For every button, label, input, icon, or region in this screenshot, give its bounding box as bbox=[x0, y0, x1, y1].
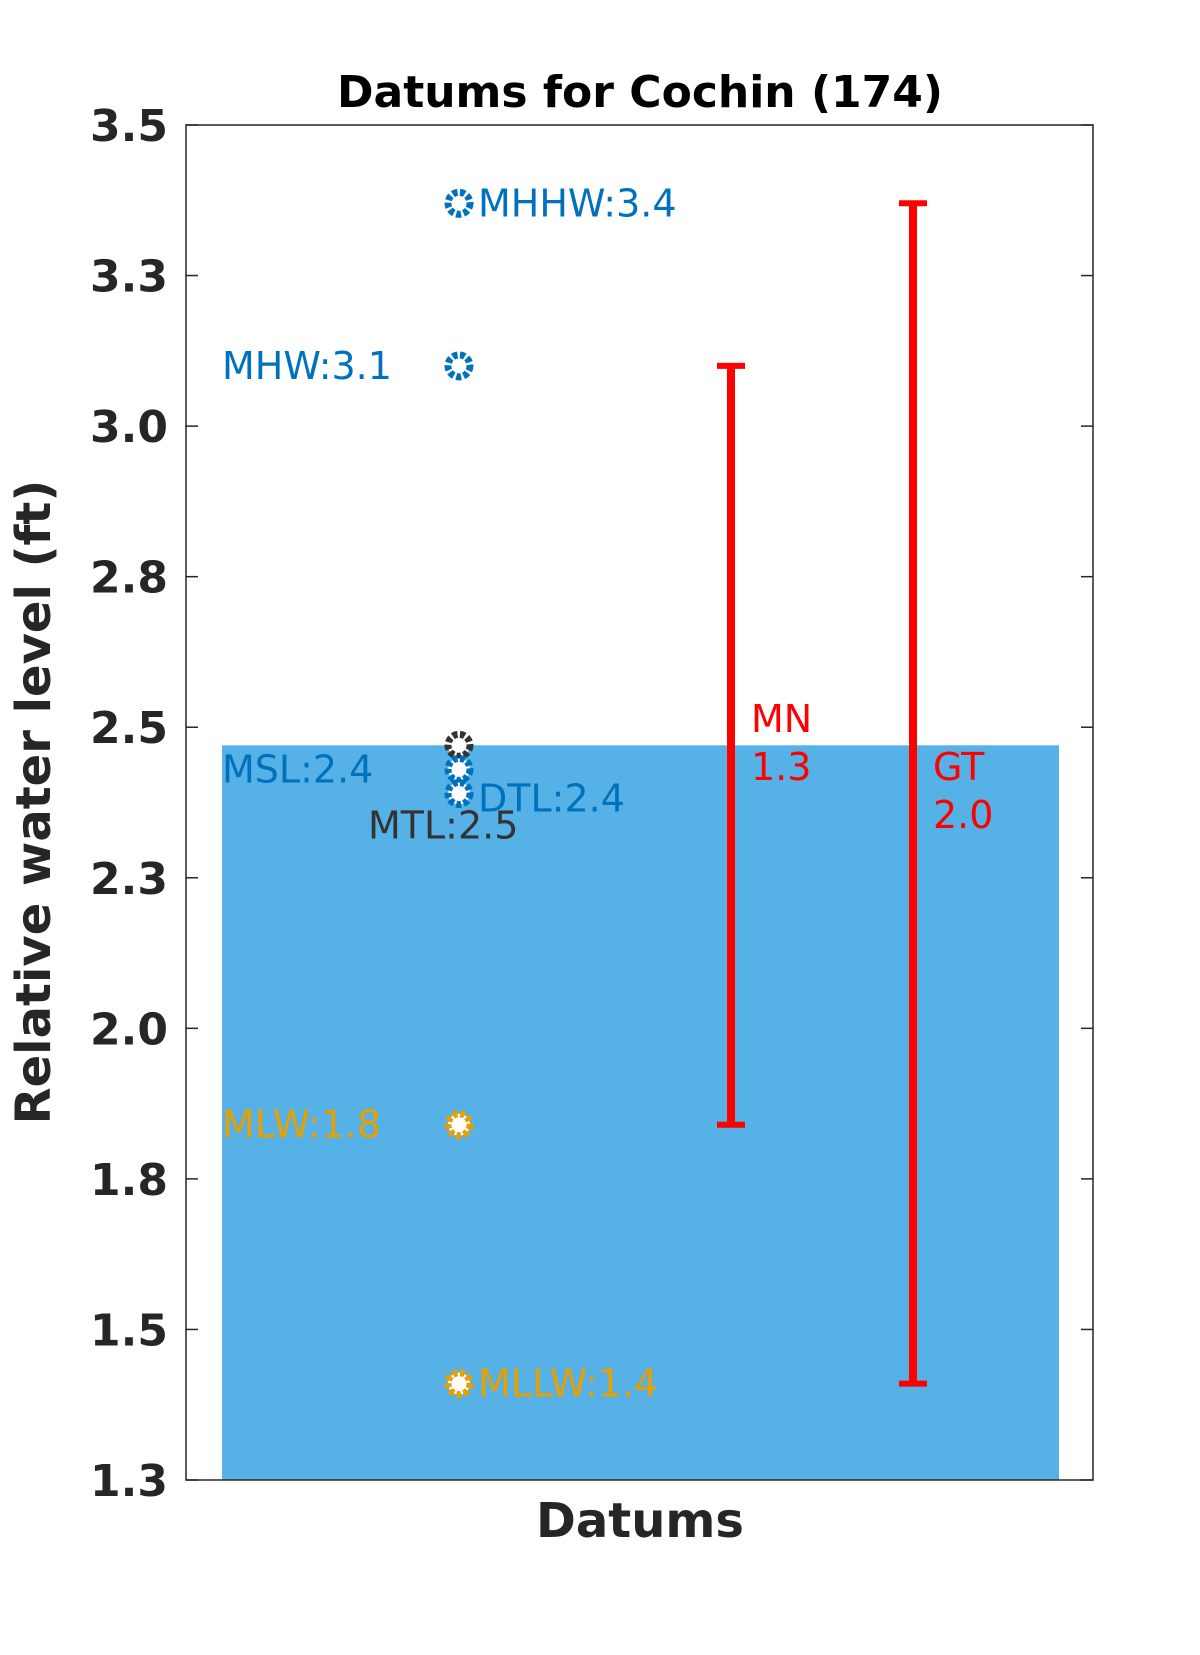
y-tick-label: 2.3 bbox=[90, 854, 168, 905]
y-tick-label: 3.0 bbox=[90, 402, 168, 453]
datum-label: MHW:3.1 bbox=[222, 344, 392, 388]
bar-fill bbox=[222, 745, 1059, 1480]
range-label: 2.0 bbox=[933, 793, 993, 837]
range-label: GT bbox=[933, 745, 985, 789]
chart-title: Datums for Cochin (174) bbox=[337, 67, 943, 118]
datum-mlw: MLW:1.8 bbox=[222, 1103, 474, 1147]
datum-mtl: MTL:2.5 bbox=[368, 730, 518, 847]
y-tick-label: 2.5 bbox=[90, 703, 168, 754]
datum-marker bbox=[444, 351, 474, 381]
datum-label: MSL:2.4 bbox=[222, 747, 373, 791]
y-tick-label: 1.3 bbox=[90, 1456, 168, 1507]
y-tick-label: 1.8 bbox=[90, 1155, 168, 1206]
datum-msl: MSL:2.4 bbox=[222, 747, 474, 791]
range-mn: MN1.3 bbox=[717, 362, 812, 1128]
datum-label: MHHW:3.4 bbox=[478, 181, 677, 225]
plot-frame bbox=[185, 124, 1094, 1481]
datum-mhw: MHW:3.1 bbox=[222, 344, 474, 388]
datum-marker bbox=[444, 1110, 474, 1140]
datum-mhhw: MHHW:3.4 bbox=[444, 181, 677, 225]
datum-label: MLW:1.8 bbox=[222, 1103, 381, 1147]
range-label: 1.3 bbox=[751, 745, 811, 789]
datum-label: DTL:2.4 bbox=[478, 776, 625, 820]
y-axis-label: Relative water level (ft) bbox=[6, 480, 62, 1125]
datum-marker bbox=[444, 730, 474, 760]
y-tick-label: 3.5 bbox=[90, 101, 168, 152]
y-tick-label: 2.0 bbox=[90, 1004, 168, 1055]
datum-mllw: MLLW:1.4 bbox=[444, 1362, 658, 1406]
datum-marker bbox=[444, 1369, 474, 1399]
datum-marker bbox=[444, 778, 474, 808]
datum-label: MTL:2.5 bbox=[368, 803, 518, 847]
datum-label: MLLW:1.4 bbox=[478, 1362, 658, 1406]
datum-marker bbox=[444, 188, 474, 218]
x-axis-label: Datums bbox=[536, 1493, 744, 1549]
y-tick-label: 3.3 bbox=[90, 252, 168, 303]
datum-marker bbox=[444, 754, 474, 784]
y-tick-label: 2.8 bbox=[90, 553, 168, 604]
datum-dtl: DTL:2.4 bbox=[444, 776, 625, 820]
range-label: MN bbox=[751, 697, 812, 741]
range-gt: GT2.0 bbox=[899, 200, 993, 1387]
y-tick-label: 1.5 bbox=[90, 1305, 168, 1356]
